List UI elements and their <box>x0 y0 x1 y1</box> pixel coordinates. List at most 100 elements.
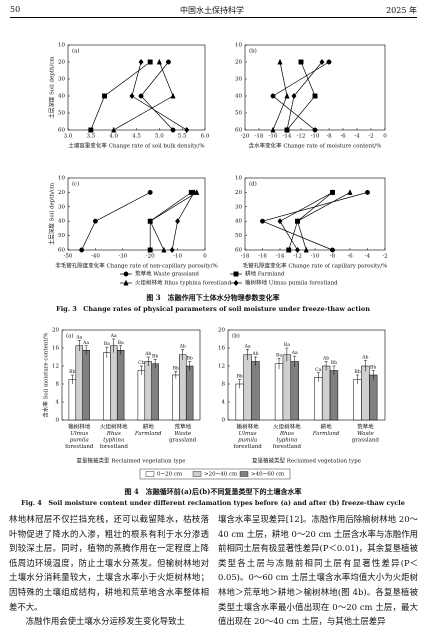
point <box>161 246 167 253</box>
point <box>175 218 181 225</box>
panel-label: (c) <box>72 181 79 188</box>
bar <box>243 354 252 421</box>
x-tick-label: 3.5 <box>86 134 95 140</box>
panel-label: (a) <box>72 48 80 55</box>
x-tick-label: forestland <box>100 444 129 450</box>
y-tick-label: 12 <box>218 364 225 370</box>
point <box>298 59 304 65</box>
y-tick-label: 4 <box>56 400 60 406</box>
significance-letter: Aa <box>291 350 298 356</box>
x-tick-label: forestland <box>273 444 302 450</box>
point <box>170 127 176 133</box>
bar <box>137 370 146 421</box>
running-header: 50 中国水土保持科学 2025 年 <box>10 4 417 18</box>
point <box>123 279 129 286</box>
legend-swatch <box>145 471 155 477</box>
significance-letter: Ab <box>144 351 151 357</box>
y-axis-label: 土层深度 Soil depth/cm <box>48 56 56 119</box>
y-tick-label: 30 <box>235 77 242 83</box>
bar <box>172 374 180 421</box>
y-tick-label: 50 <box>58 233 65 239</box>
y-tick-label: 60 <box>58 248 65 254</box>
bar <box>353 379 362 421</box>
point <box>294 217 301 224</box>
point <box>277 58 283 65</box>
legend-label: >40~60 cm <box>251 472 285 478</box>
x-tick-label: 5.0 <box>155 134 164 140</box>
x-tick-label: typhina <box>103 438 124 444</box>
significance-letter: Aa <box>82 340 89 346</box>
significance-letter: Aa <box>75 334 82 340</box>
y-tick-label: 10 <box>235 43 242 49</box>
legend-label: 0~20 cm <box>157 472 183 478</box>
y-tick-label: 10 <box>58 43 65 49</box>
point <box>169 246 175 254</box>
x-axis-label: 非毛管孔隙度变化率 Change rate of non-capillary p… <box>55 262 218 270</box>
x-tick-label: -10 <box>311 254 320 260</box>
point <box>79 247 85 253</box>
plot-frame <box>61 329 201 421</box>
bar <box>251 361 260 421</box>
bar <box>82 350 90 421</box>
significance-letter: Aa <box>244 343 251 349</box>
significance-letter: Ca <box>315 367 322 373</box>
paragraph: 林地林冠层不仅拦挡充栈，还可以截留降水，枯枝落叶物促进了降水的入渗，粗壮的根系有… <box>9 514 209 612</box>
point <box>284 126 290 134</box>
x-tick-label: -4 <box>365 254 371 260</box>
x-tick-label: -8 <box>326 134 332 140</box>
y-tick-label: 10 <box>235 176 242 182</box>
significance-letter: Ab <box>361 355 368 361</box>
point <box>284 92 290 99</box>
bar <box>369 374 378 421</box>
point <box>138 93 144 99</box>
significance-letter: Bb <box>152 353 158 359</box>
y-tick-label: 60 <box>235 248 242 254</box>
x-tick-label: Farmland <box>312 431 340 437</box>
point <box>277 218 283 225</box>
y-axis-label: 土层深度 Soil depth/cm <box>48 182 56 245</box>
significance-letter: Ab <box>251 351 258 357</box>
x-axis-label: 含水率变化率 Change rate of moisture content/% <box>249 142 382 150</box>
x-tick-label: Rhus <box>106 431 121 437</box>
bar <box>274 363 284 421</box>
x-tick-label: Ulmus <box>239 431 257 437</box>
x-tick-label: -50 <box>64 254 73 260</box>
fig4-caption-cn: 图 4 冻融循环前(a)后(b)不同复垦类型下的土壤含水率 <box>125 487 302 496</box>
legend-label: 荒草地 Waste grassland <box>135 270 199 278</box>
x-tick-label: grassland <box>169 438 197 444</box>
year: 2025 年 <box>386 6 417 15</box>
significance-letter: Bb <box>237 374 243 380</box>
significance-letter: Ab <box>179 343 186 349</box>
x-tick-label: -6 <box>340 134 346 140</box>
significance-letter: Bb <box>186 356 192 362</box>
legend-frame <box>139 468 291 480</box>
point <box>102 93 107 99</box>
x-tick-label: 5.5 <box>178 134 187 140</box>
y-tick-label: 30 <box>58 204 65 210</box>
x-tick-label: -12 <box>293 254 302 260</box>
point <box>88 127 94 133</box>
legend-label: 榆树林地 Ulmus pumila forestland <box>245 279 338 287</box>
x-tick-label: 耕地 <box>321 423 333 431</box>
legend-swatch <box>192 471 202 477</box>
point <box>184 126 190 134</box>
bar <box>151 363 159 421</box>
paragraph: 冻融作用会使土壤水分运移发生变化导致土 <box>25 616 185 627</box>
x-tick-label: 4.5 <box>132 134 141 140</box>
journal-name: 中国水土保持科学 <box>180 6 244 15</box>
significance-letter: Cb <box>138 360 145 366</box>
body-left: 林地林冠层不仅拦挡充栈，还可以截留降水，枯枝落叶物促进了降水的入渗，粗壮的根系有… <box>9 512 209 634</box>
x-tick-label: -2 <box>368 134 373 140</box>
y-tick-label: 20 <box>218 328 225 334</box>
panel-label: (d) <box>249 181 257 188</box>
x-tick-label: -20 <box>241 134 250 140</box>
x-tick-label: 火炬树林地 <box>100 423 128 431</box>
y-tick-label: 40 <box>58 219 65 225</box>
paragraph: 壤含水率呈现差异[12]。冻融作用后除榆树林地 20～40 cm 土层，耕地 0… <box>218 514 418 627</box>
point <box>319 58 325 66</box>
x-axis-label: 复垦植被类型 Reclaimed vegetation type <box>76 457 185 465</box>
x-tick-label: Ulmus <box>70 431 88 437</box>
point <box>233 279 239 287</box>
y-tick-label: 50 <box>235 233 242 239</box>
